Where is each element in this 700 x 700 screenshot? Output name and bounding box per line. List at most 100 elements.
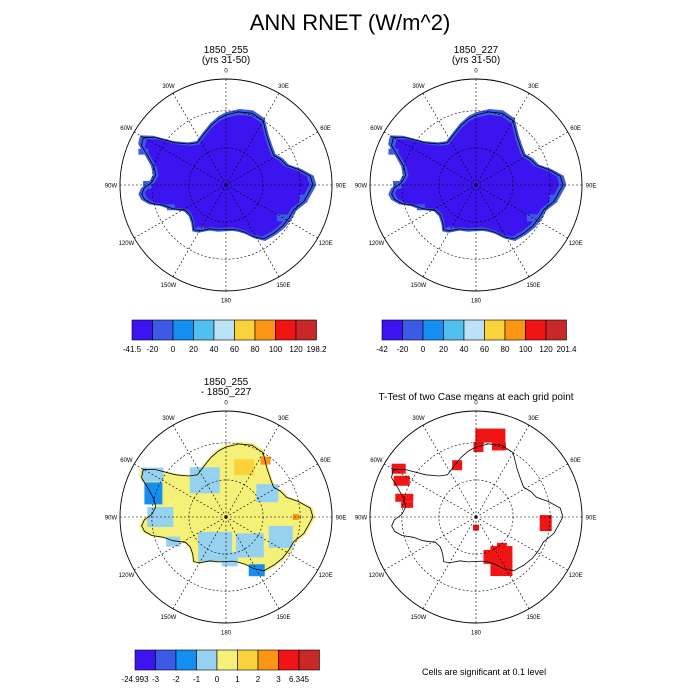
significant-cells	[539, 515, 552, 532]
lon-tick-label: 60E	[570, 126, 581, 132]
colorbar-label: 20	[439, 345, 448, 354]
lon-tick-label: 90W	[105, 516, 118, 522]
colorbar-swatch	[152, 319, 174, 341]
meridian-line	[225, 516, 280, 609]
lon-tick-label: 120W	[369, 573, 385, 579]
meridian-line	[422, 184, 477, 277]
colorbar-label: 100	[519, 345, 533, 354]
lon-tick-label: 90E	[336, 184, 347, 190]
colorbar-swatch	[213, 319, 235, 341]
meridian-line	[384, 184, 477, 239]
colorbar-label: 198.2	[306, 345, 327, 354]
colorbar-swatch	[216, 649, 238, 671]
rnet-field-patch	[299, 194, 308, 203]
meridian-line	[172, 516, 227, 609]
colorbar-label: 0	[171, 345, 176, 354]
meridian-line	[475, 184, 530, 277]
colorbar-label: 6.345	[289, 675, 310, 684]
meridian-line	[475, 425, 530, 518]
figure-title: ANN RNET (W/m^2)	[249, 10, 451, 35]
colorbar-label: 0	[215, 675, 220, 684]
colorbar-label: 80	[501, 345, 510, 354]
colorbar-label: -1	[193, 675, 201, 684]
colorbar-swatch	[484, 319, 506, 341]
colorbar-label: 201.4	[556, 345, 577, 354]
latitude-circle	[401, 110, 551, 260]
colorbar-swatch	[298, 649, 320, 671]
colorbar-swatch	[422, 319, 444, 341]
meridian-line	[475, 516, 568, 571]
meridian-line	[225, 463, 318, 518]
colorbar-label: 2	[256, 675, 261, 684]
significant-cells	[393, 475, 410, 486]
lon-tick-label: 90W	[355, 516, 368, 522]
colorbar-label: -20	[147, 345, 159, 354]
rnet-field-patch	[447, 226, 455, 232]
rnet-field-interior	[144, 114, 310, 237]
lon-tick-label: 180	[221, 299, 232, 305]
lon-tick-label: 0	[224, 401, 228, 407]
map-panel-2: 0 30E 60E 90E 120E 150E 180 150W 120W 90W 60W 30W	[355, 69, 597, 305]
meridian-line	[225, 184, 280, 277]
colorbar-swatch	[134, 649, 156, 671]
meridian-line	[134, 131, 227, 186]
diff-field-patch	[166, 536, 181, 547]
panel-4-title: T-Test of two Case means at each grid po…	[356, 393, 596, 403]
colorbar-label: -20	[397, 345, 409, 354]
colorbar-label: 40	[210, 345, 219, 354]
colorbar-label: 20	[189, 345, 198, 354]
lon-tick-label: 120E	[319, 241, 333, 247]
lon-tick-label: 60W	[370, 458, 383, 464]
panel-2-title-text: 1850_227	[453, 45, 499, 56]
meridian-line	[384, 131, 477, 186]
colorbar-swatch	[175, 649, 197, 671]
meridian-line	[172, 184, 227, 277]
lon-tick-label: 150W	[161, 615, 177, 621]
meridian-line	[422, 425, 477, 518]
meridian-line	[384, 463, 477, 518]
colorbar-panel-2: -42 -20 0 20 40 60 80 100 120 201.4	[376, 319, 577, 354]
lon-tick-label: 60E	[320, 126, 331, 132]
lon-tick-label: 150E	[276, 283, 290, 289]
colorbar-label: 60	[480, 345, 489, 354]
significant-cells	[475, 428, 506, 443]
lon-tick-label: 90W	[355, 184, 368, 190]
colorbar-label: 3	[276, 675, 281, 684]
diff-field-patch	[221, 552, 238, 567]
lon-tick-label: 180	[221, 631, 232, 637]
colorbar-label: 120	[289, 345, 303, 354]
significant-cells	[496, 542, 507, 553]
colorbar-label: 80	[251, 345, 260, 354]
lon-tick-label: 150W	[411, 615, 427, 621]
latitude-circle	[188, 479, 264, 555]
latitude-circle	[438, 479, 514, 555]
coastline	[391, 443, 564, 572]
diff-field-patch	[268, 525, 293, 548]
colorbar-label: -24.993	[121, 675, 149, 684]
map-panel-3: 0 30E 60E 90E 120E 150E 180 150W 120W 90W 60W 30W	[105, 401, 347, 637]
lon-tick-label: 60E	[320, 458, 331, 464]
significant-cells	[391, 463, 406, 474]
lon-tick-label: 150E	[526, 283, 540, 289]
colorbar-swatch	[196, 649, 218, 671]
meridian-line	[134, 516, 227, 571]
panel-3-title: 1850_255 - 1850_227	[126, 378, 326, 398]
colorbar-swatch	[463, 319, 485, 341]
colorbar-label: -3	[152, 675, 160, 684]
panel-1-title: 1850_255 (yrs 31-50)	[126, 46, 326, 66]
colorbar-swatch	[254, 319, 276, 341]
diff-field-patch	[189, 467, 220, 494]
meridian-line	[475, 131, 568, 186]
colorbar-label: 60	[230, 345, 239, 354]
significant-cells	[401, 501, 414, 508]
meridian-line	[134, 184, 227, 239]
lon-tick-label: 90W	[105, 184, 118, 190]
meridian-line	[475, 463, 568, 518]
rnet-field-patch	[388, 148, 399, 155]
panel-2-title: 1850_227 (yrs 31-50)	[376, 46, 576, 66]
diff-field-patch	[234, 459, 255, 476]
meridian-line	[225, 516, 318, 571]
lon-tick-label: 90E	[586, 516, 597, 522]
significant-cells	[483, 549, 498, 564]
colorbar-swatch	[193, 319, 215, 341]
